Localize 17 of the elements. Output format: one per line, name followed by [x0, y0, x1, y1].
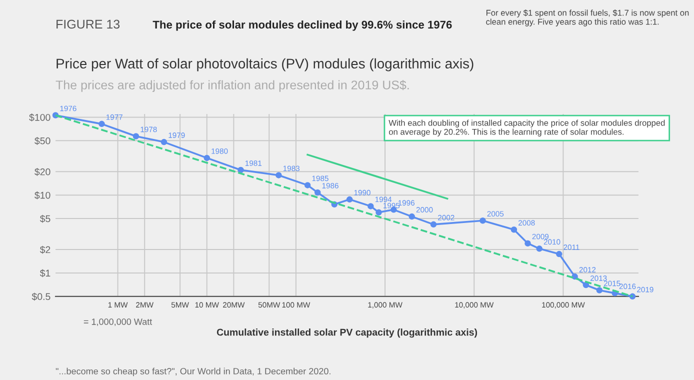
x-axis-title: Cumulative installed solar PV capacity (logarithmic axis): [216, 328, 478, 338]
y-tick-label: $20: [34, 168, 50, 176]
y-tick-label: $2: [40, 246, 50, 254]
y-tick-label: $100: [29, 114, 50, 122]
text: For every $1 spent on fossil fuels, $1.7 is now spent on clean energy. Five years ago this ratio was 1:1.: [486, 10, 689, 26]
y-tick-label: $50: [34, 136, 50, 145]
caption: FIGURE 13: [56, 20, 120, 29]
chart-title: Price per Watt of solar photovoltaics (PV) modules (logarithmic axis): [56, 58, 474, 72]
text: The price of solar modules declined by 99.6% since 1976: [152, 20, 452, 31]
y-tick-label: $10: [34, 191, 50, 200]
annotation: With each doubling of installed capacity the price of solar modules dropped on average by 20.2%. This is the learning rate of solar modules.: [388, 120, 665, 136]
y-tick-label: $0.5: [32, 292, 50, 301]
y-tick-label: $5: [40, 214, 50, 223]
text: = 1,000,000 Watt: [84, 318, 152, 326]
chart-subtitle: The prices are adjusted for inflation and presented in 2019 US$.: [56, 80, 409, 92]
text: "...become so cheap so fast?", Our World in Data, 1 December 2020.: [56, 368, 330, 376]
y-tick-label: $1: [40, 269, 50, 278]
